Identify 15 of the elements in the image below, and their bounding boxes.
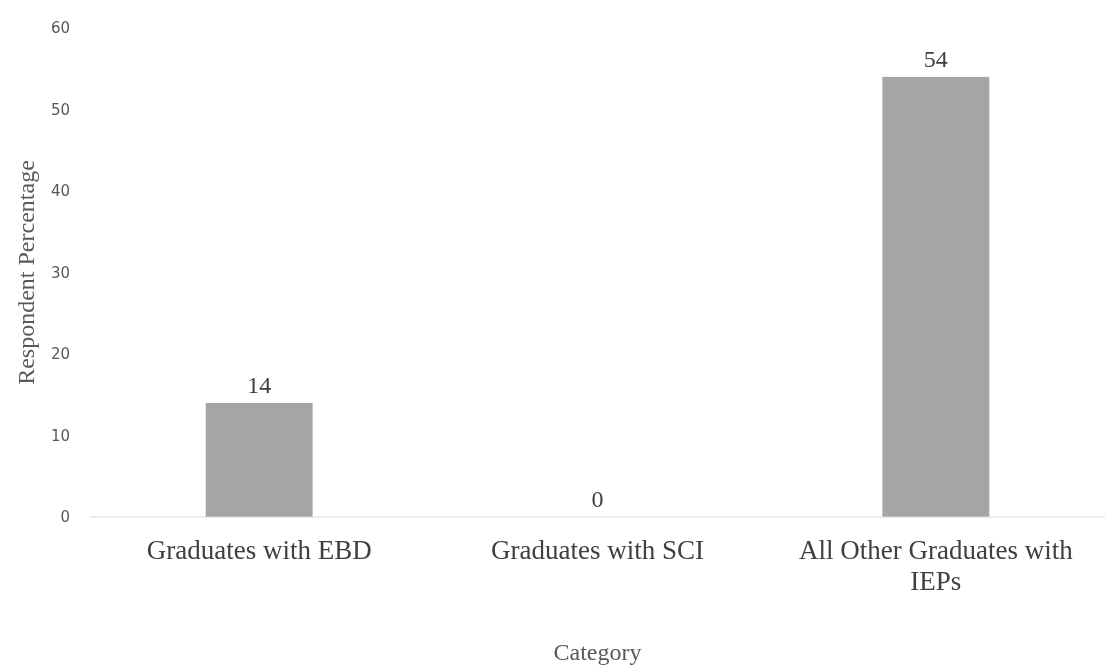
- y-tick-label: 10: [50, 426, 70, 445]
- y-tick-label: 40: [50, 182, 70, 201]
- data-label: 54: [923, 45, 948, 72]
- x-tick-label: Graduates with EBD: [146, 535, 372, 565]
- data-label: 0: [591, 486, 604, 512]
- y-tick-label: 60: [50, 19, 70, 38]
- y-tick-label: 30: [50, 263, 70, 282]
- y-tick-label: 50: [50, 100, 70, 119]
- x-axis-title: Category: [553, 639, 642, 665]
- y-tick-label: 0: [60, 508, 70, 527]
- x-tick-label: Graduates with SCI: [491, 535, 704, 565]
- x-tick-label: All Other Graduates with IEPs: [798, 535, 1074, 597]
- data-label: 14: [247, 371, 272, 398]
- y-tick-label: 20: [50, 345, 70, 364]
- y-axis-title: Respondent Percentage: [13, 160, 39, 385]
